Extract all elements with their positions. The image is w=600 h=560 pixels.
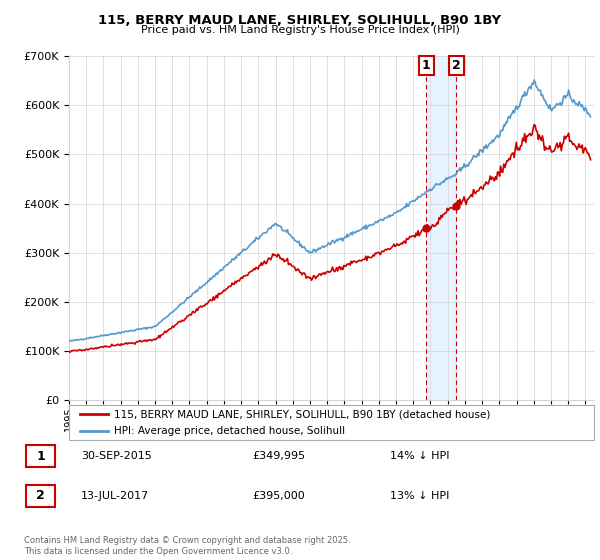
Text: 1: 1 xyxy=(422,59,431,72)
Text: Price paid vs. HM Land Registry's House Price Index (HPI): Price paid vs. HM Land Registry's House … xyxy=(140,25,460,35)
Text: 2: 2 xyxy=(36,489,45,502)
Text: Contains HM Land Registry data © Crown copyright and database right 2025.
This d: Contains HM Land Registry data © Crown c… xyxy=(24,536,350,556)
FancyBboxPatch shape xyxy=(26,484,55,507)
Text: HPI: Average price, detached house, Solihull: HPI: Average price, detached house, Soli… xyxy=(113,426,345,436)
Text: £395,000: £395,000 xyxy=(252,491,305,501)
Text: 13-JUL-2017: 13-JUL-2017 xyxy=(81,491,149,501)
Text: £349,995: £349,995 xyxy=(252,451,305,461)
Text: 14% ↓ HPI: 14% ↓ HPI xyxy=(390,451,449,461)
Text: 115, BERRY MAUD LANE, SHIRLEY, SOLIHULL, B90 1BY: 115, BERRY MAUD LANE, SHIRLEY, SOLIHULL,… xyxy=(98,14,502,27)
FancyBboxPatch shape xyxy=(26,445,55,468)
Bar xyxy=(426,56,456,400)
Text: 115, BERRY MAUD LANE, SHIRLEY, SOLIHULL, B90 1BY (detached house): 115, BERRY MAUD LANE, SHIRLEY, SOLIHULL,… xyxy=(113,409,490,419)
Text: 30-SEP-2015: 30-SEP-2015 xyxy=(81,451,152,461)
Text: 2: 2 xyxy=(452,59,461,72)
Text: 13% ↓ HPI: 13% ↓ HPI xyxy=(390,491,449,501)
Text: 1: 1 xyxy=(36,450,45,463)
FancyBboxPatch shape xyxy=(69,405,594,440)
